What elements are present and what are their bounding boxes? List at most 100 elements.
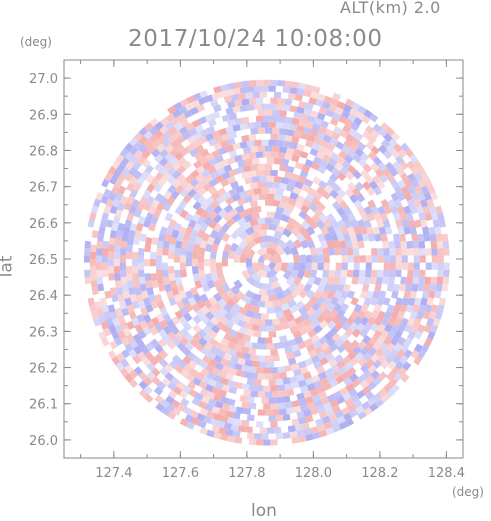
echo-cell xyxy=(84,248,91,256)
echo-cell xyxy=(251,324,260,332)
echo-cell xyxy=(332,369,342,379)
echo-cell xyxy=(171,336,182,347)
echo-cell xyxy=(406,240,414,249)
echo-cell xyxy=(237,93,246,100)
echo-cell xyxy=(87,297,95,306)
echo-cell xyxy=(159,125,169,135)
echo-cell xyxy=(401,219,410,228)
echo-cell xyxy=(129,339,139,349)
echo-cell xyxy=(250,390,259,398)
echo-cell xyxy=(151,139,161,149)
echo-cell xyxy=(84,240,92,249)
echo-cell xyxy=(120,276,128,285)
echo-cell xyxy=(255,79,264,86)
echo-cell xyxy=(380,139,391,149)
echo-cell xyxy=(423,233,431,242)
echo-cell xyxy=(372,226,381,235)
echo-cell xyxy=(248,134,257,141)
echo-cell xyxy=(306,401,316,410)
echo-cell xyxy=(376,297,385,306)
echo-cell xyxy=(280,322,290,330)
echo-cell xyxy=(431,248,438,256)
echo-cell xyxy=(246,140,255,148)
echo-cell xyxy=(311,393,321,402)
echo-cell xyxy=(275,311,285,319)
echo-cell xyxy=(182,232,191,242)
echo-cell xyxy=(305,289,316,300)
echo-cell xyxy=(277,116,286,123)
echo-cell xyxy=(349,107,359,117)
echo-cell xyxy=(291,136,300,144)
echo-cell xyxy=(182,160,192,170)
echo-cell xyxy=(357,276,365,285)
echo-cell xyxy=(316,202,327,212)
echo-cell xyxy=(430,212,439,221)
echo-cell xyxy=(318,302,328,313)
echo-cell xyxy=(119,320,129,330)
echo-cell xyxy=(159,226,168,235)
echo-cell xyxy=(260,313,269,320)
echo-cell xyxy=(279,408,287,416)
echo-cell xyxy=(133,140,143,151)
radar-echo-field xyxy=(83,79,450,446)
echo-cell xyxy=(264,163,273,170)
echo-cell xyxy=(96,276,104,285)
echo-cell xyxy=(382,269,390,278)
echo-cell xyxy=(246,396,255,404)
echo-cell xyxy=(311,161,321,171)
echo-cell xyxy=(395,269,402,278)
echo-cell xyxy=(339,166,350,176)
echo-cell xyxy=(354,181,365,192)
echo-cell xyxy=(121,233,129,242)
echo-cell xyxy=(256,300,266,308)
echo-cell xyxy=(360,303,370,313)
echo-cell xyxy=(180,397,190,407)
echo-cell xyxy=(254,85,262,93)
echo-cell xyxy=(282,86,291,94)
echo-cell xyxy=(372,376,383,386)
echo-cell xyxy=(107,266,115,274)
echo-cell xyxy=(186,373,196,383)
echo-cell xyxy=(325,353,335,363)
echo-cell xyxy=(252,293,262,302)
echo-cell xyxy=(411,233,419,242)
echo-cell xyxy=(336,309,346,319)
echo-cell xyxy=(397,148,407,159)
echo-cell xyxy=(420,219,428,228)
echo-cell xyxy=(225,410,234,418)
echo-cell xyxy=(124,364,134,374)
echo-cell xyxy=(304,357,314,367)
echo-cell xyxy=(143,376,153,387)
echo-cell xyxy=(101,262,108,270)
echo-cell xyxy=(242,389,252,397)
echo-cell xyxy=(359,169,370,179)
echo-cell xyxy=(370,323,380,333)
echo-cell xyxy=(154,293,163,303)
echo-cell xyxy=(257,127,266,134)
echo-cell xyxy=(232,142,241,151)
echo-cell xyxy=(403,290,411,299)
echo-cell xyxy=(279,128,288,136)
echo-cell xyxy=(294,161,304,170)
y-tick-label: 26.4 xyxy=(29,289,58,304)
echo-cell xyxy=(191,266,199,275)
echo-cell xyxy=(131,258,138,267)
echo-cell xyxy=(284,346,293,354)
echo-cell xyxy=(311,354,321,364)
echo-cell xyxy=(253,280,264,290)
echo-cell xyxy=(392,283,401,292)
echo-cell xyxy=(318,391,328,400)
echo-cell xyxy=(362,369,372,379)
echo-cell xyxy=(373,329,383,339)
echo-cell xyxy=(222,191,232,201)
echo-cell xyxy=(409,310,418,320)
echo-cell xyxy=(109,340,118,350)
echo-cell xyxy=(357,206,366,216)
echo-cell xyxy=(395,262,402,270)
echo-cell xyxy=(218,90,227,99)
echo-cell xyxy=(146,320,155,330)
echo-cell xyxy=(143,202,152,212)
echo-cell xyxy=(248,402,257,410)
echo-cell xyxy=(144,164,154,174)
y-tick-label: 26.8 xyxy=(29,144,58,159)
